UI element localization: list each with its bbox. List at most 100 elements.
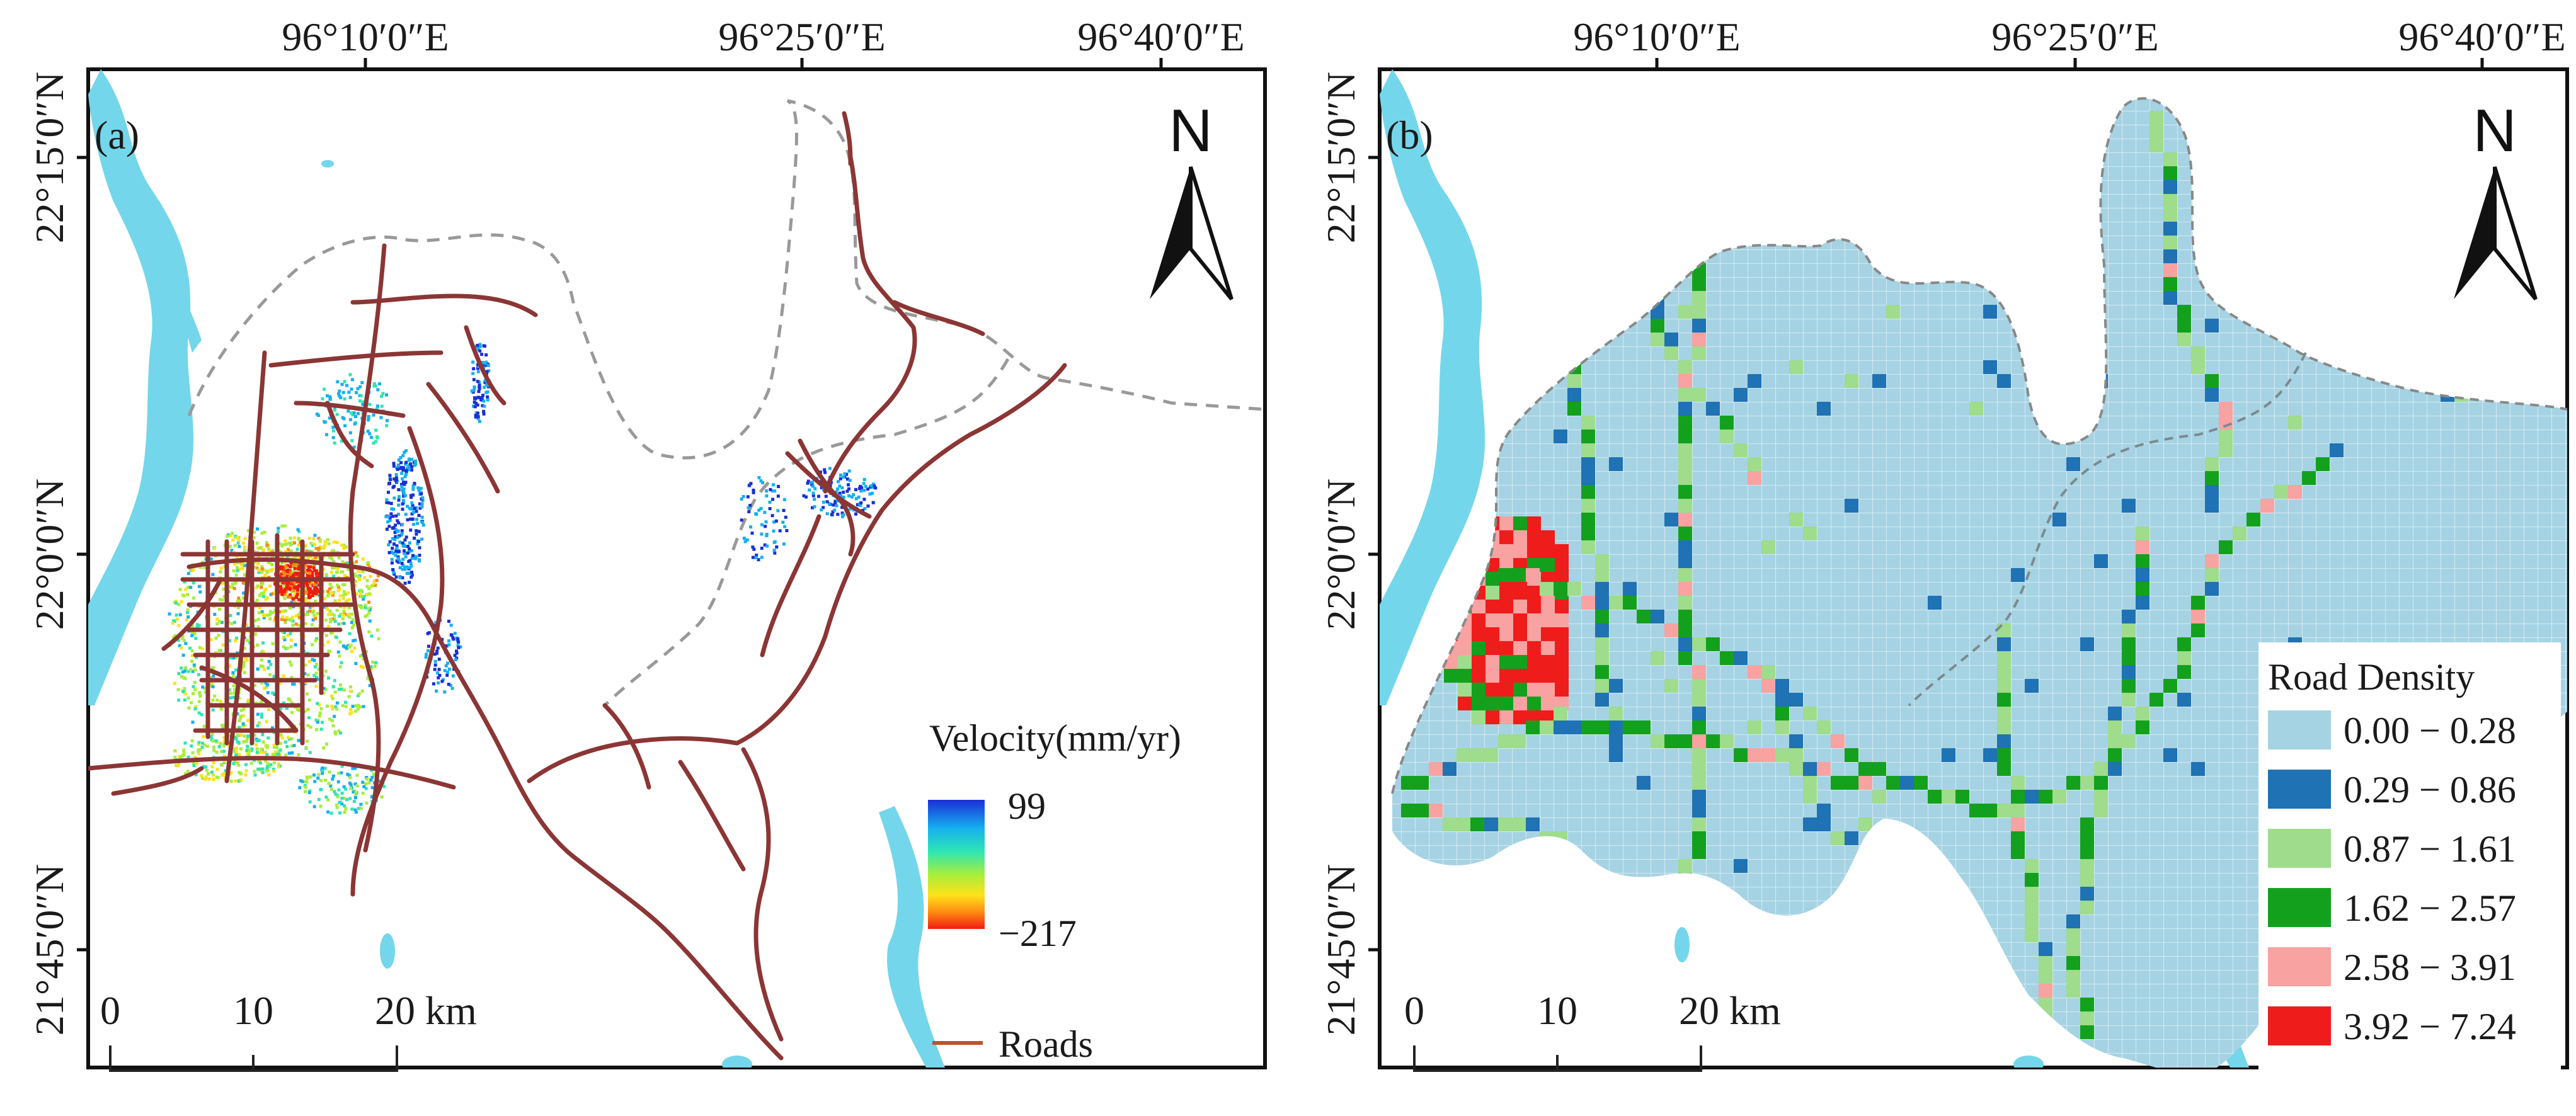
velocity-point	[297, 709, 301, 712]
velocity-point	[387, 525, 391, 528]
velocity-point	[297, 537, 301, 541]
density-cell	[1527, 697, 1541, 710]
velocity-point	[284, 589, 288, 593]
velocity-point	[874, 486, 878, 490]
density-cell	[1817, 402, 1831, 416]
velocity-point	[338, 614, 341, 618]
velocity-point	[390, 550, 394, 554]
velocity-point	[823, 468, 827, 472]
velocity-point	[364, 603, 367, 607]
velocity-point	[220, 763, 224, 767]
velocity-point	[411, 487, 415, 491]
velocity-point	[472, 401, 476, 404]
lake	[380, 933, 395, 969]
density-cell	[2080, 637, 2094, 651]
legend-label: 0.00 − 0.28	[2344, 710, 2516, 751]
velocity-point	[342, 785, 346, 789]
density-cell	[1527, 586, 1541, 600]
density-cell	[2080, 1011, 2094, 1025]
velocity-point	[365, 777, 369, 781]
velocity-point	[243, 537, 247, 540]
velocity-point	[357, 575, 361, 579]
density-cell	[1526, 817, 1540, 831]
road	[205, 533, 324, 746]
velocity-point	[309, 726, 312, 729]
density-cell	[1609, 457, 1623, 471]
velocity-point	[410, 468, 413, 472]
velocity-point	[244, 623, 248, 627]
density-cell	[2122, 679, 2136, 693]
density-cell	[1581, 416, 1595, 430]
velocity-point	[211, 708, 215, 712]
velocity-point	[263, 668, 266, 671]
velocity-point	[316, 572, 320, 576]
velocity-point	[295, 593, 299, 596]
velocity-point	[328, 717, 331, 721]
density-cell	[1499, 627, 1513, 641]
velocity-point	[868, 492, 872, 496]
velocity-point	[202, 724, 206, 728]
velocity-point	[484, 379, 488, 382]
velocity-point	[315, 569, 318, 573]
density-cell	[1942, 748, 1955, 762]
velocity-point	[231, 695, 235, 699]
velocity-point	[808, 488, 811, 492]
axis-ticks	[1368, 58, 2484, 952]
density-cell	[1443, 762, 1457, 776]
velocity-point	[327, 782, 331, 785]
velocity-point	[277, 527, 280, 530]
density-cell	[1595, 651, 1609, 665]
velocity-point	[336, 795, 340, 799]
velocity-point	[260, 658, 263, 662]
density-cell	[2205, 388, 2219, 402]
density-cell	[2177, 305, 2191, 319]
velocity-point	[258, 546, 261, 550]
velocity-point	[330, 586, 334, 589]
velocity-point	[343, 574, 346, 578]
velocity-point	[351, 618, 355, 622]
velocity-point	[271, 753, 275, 756]
velocity-point	[350, 649, 353, 653]
density-cell	[2108, 762, 2122, 776]
velocity-point	[186, 593, 189, 596]
study-area-boundary	[187, 99, 1265, 460]
velocity-point	[285, 571, 289, 575]
density-cell	[1678, 305, 1692, 319]
velocity-point	[211, 739, 215, 743]
velocity-point	[749, 482, 753, 486]
density-cell	[1581, 513, 1595, 527]
density-cell	[1983, 360, 1997, 374]
velocity-point	[201, 777, 204, 780]
velocity-point	[197, 743, 200, 746]
velocity-point	[836, 499, 840, 503]
scale-tick-10: 10	[233, 988, 273, 1033]
density-cell	[1748, 457, 1761, 471]
velocity-point	[252, 536, 256, 540]
velocity-point	[273, 693, 277, 696]
velocity-point	[340, 544, 344, 547]
velocity-point	[312, 569, 316, 572]
velocity-point	[297, 739, 301, 743]
density-cell	[1789, 748, 1803, 762]
velocity-point	[348, 373, 352, 377]
velocity-point	[218, 608, 221, 612]
velocity-point	[333, 679, 336, 683]
density-cell	[2094, 804, 2108, 817]
velocity-point	[370, 667, 374, 671]
velocity-point	[836, 487, 839, 491]
velocity-point	[403, 549, 406, 553]
velocity-point	[392, 496, 396, 500]
velocity-point	[376, 574, 380, 578]
velocity-point	[326, 538, 329, 542]
velocity-point	[331, 630, 334, 634]
velocity-point	[279, 741, 283, 745]
density-cell	[1872, 790, 1886, 804]
density-cell	[2066, 970, 2080, 984]
velocity-point	[202, 566, 206, 569]
velocity-point	[387, 491, 390, 494]
velocity-point	[239, 747, 243, 751]
velocity-point	[268, 611, 272, 615]
velocity-point	[356, 387, 360, 390]
velocity-point	[842, 513, 845, 516]
velocity-point	[357, 807, 361, 811]
